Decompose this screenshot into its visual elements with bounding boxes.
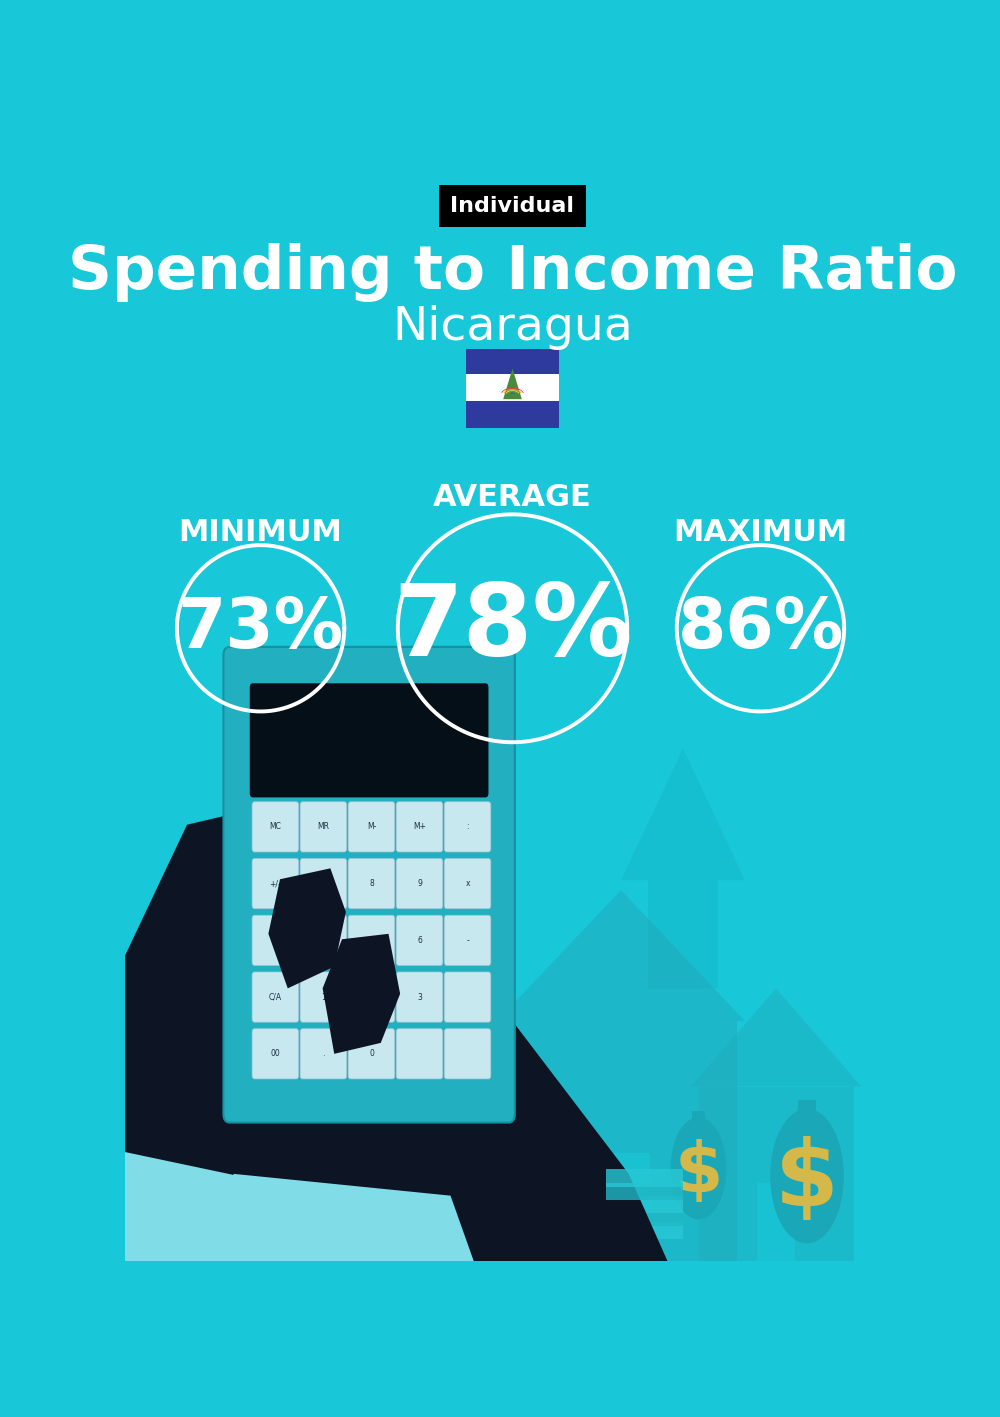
Text: 9: 9 (417, 879, 422, 888)
Bar (592, 1153, 650, 1261)
Text: MAXIMUM: MAXIMUM (673, 517, 848, 547)
Text: 1: 1 (321, 992, 326, 1002)
Bar (606, 1196, 683, 1213)
FancyBboxPatch shape (252, 972, 299, 1022)
FancyBboxPatch shape (444, 1029, 491, 1078)
FancyBboxPatch shape (348, 1029, 395, 1078)
Text: $: $ (674, 1139, 723, 1206)
FancyBboxPatch shape (300, 859, 347, 908)
FancyBboxPatch shape (252, 915, 299, 965)
Text: Nicaragua: Nicaragua (392, 305, 633, 350)
Text: 8: 8 (369, 879, 374, 888)
FancyBboxPatch shape (252, 859, 299, 908)
Text: 4: 4 (321, 935, 326, 945)
Text: MR: MR (317, 822, 329, 832)
FancyBboxPatch shape (444, 972, 491, 1022)
Text: +/-: +/- (269, 879, 281, 888)
Polygon shape (691, 989, 861, 1087)
FancyBboxPatch shape (223, 646, 515, 1122)
Text: M-: M- (367, 822, 376, 832)
FancyBboxPatch shape (348, 972, 395, 1022)
FancyBboxPatch shape (300, 972, 347, 1022)
FancyBboxPatch shape (300, 802, 347, 852)
FancyBboxPatch shape (396, 1029, 443, 1078)
Text: 00: 00 (270, 1050, 280, 1058)
Polygon shape (268, 869, 346, 989)
Bar (606, 1221, 683, 1240)
Bar (466, 349, 559, 376)
Polygon shape (497, 890, 745, 1022)
Text: Individual: Individual (450, 196, 574, 215)
Text: 3: 3 (417, 992, 422, 1002)
Polygon shape (218, 846, 668, 1261)
Text: x: x (465, 879, 470, 888)
Bar (798, 1101, 816, 1119)
Text: $: $ (775, 1136, 839, 1226)
Text: :: : (466, 822, 469, 832)
Bar (698, 1087, 854, 1261)
Text: 5: 5 (369, 935, 374, 945)
Text: AVERAGE: AVERAGE (433, 483, 592, 512)
Text: 78%: 78% (393, 580, 632, 677)
FancyBboxPatch shape (348, 802, 395, 852)
Text: 6: 6 (417, 935, 422, 945)
Text: 86%: 86% (677, 595, 844, 662)
Text: MC: MC (269, 822, 281, 832)
Polygon shape (125, 803, 528, 1261)
Bar (692, 1111, 705, 1125)
Text: .: . (322, 1050, 325, 1058)
Polygon shape (323, 934, 400, 1054)
Text: ►: ► (272, 935, 278, 945)
Text: MINIMUM: MINIMUM (179, 517, 343, 547)
FancyBboxPatch shape (444, 802, 491, 852)
FancyBboxPatch shape (300, 1029, 347, 1078)
Polygon shape (125, 1152, 296, 1261)
FancyBboxPatch shape (348, 915, 395, 965)
Text: 73%: 73% (178, 595, 344, 662)
Bar (466, 374, 559, 401)
Polygon shape (503, 368, 522, 400)
FancyBboxPatch shape (250, 683, 488, 798)
Text: Spending to Income Ratio: Spending to Income Ratio (68, 244, 957, 302)
Bar (606, 1169, 683, 1187)
Text: C/A: C/A (269, 992, 282, 1002)
Polygon shape (342, 628, 497, 934)
FancyBboxPatch shape (444, 915, 491, 965)
Text: 2: 2 (369, 992, 374, 1002)
Bar (606, 1183, 683, 1200)
Bar (505, 1022, 737, 1261)
Text: M+: M+ (413, 822, 426, 832)
FancyBboxPatch shape (252, 802, 299, 852)
Text: -: - (466, 935, 469, 945)
Text: 7: 7 (321, 879, 326, 888)
FancyBboxPatch shape (396, 915, 443, 965)
Ellipse shape (770, 1108, 844, 1243)
FancyBboxPatch shape (348, 859, 395, 908)
FancyBboxPatch shape (396, 972, 443, 1022)
FancyBboxPatch shape (300, 915, 347, 965)
Bar (757, 1183, 795, 1261)
FancyBboxPatch shape (396, 859, 443, 908)
FancyBboxPatch shape (444, 859, 491, 908)
Ellipse shape (671, 1118, 726, 1220)
Bar (606, 1209, 683, 1226)
Polygon shape (234, 1173, 474, 1261)
FancyBboxPatch shape (396, 802, 443, 852)
Bar (466, 401, 559, 428)
Polygon shape (621, 748, 745, 989)
Text: 0: 0 (369, 1050, 374, 1058)
FancyBboxPatch shape (252, 1029, 299, 1078)
